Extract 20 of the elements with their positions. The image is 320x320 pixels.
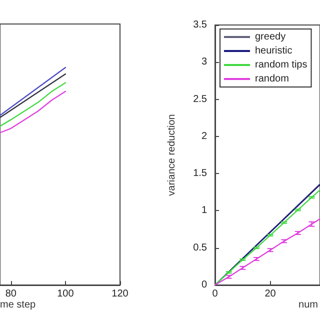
x-tick-label: 0 — [212, 288, 218, 300]
legend-label: greedy — [255, 32, 286, 42]
y-tick-label: 3.5 — [193, 20, 208, 30]
x-tick-label: 80 — [5, 288, 17, 300]
x-tick-label: 20 — [264, 288, 276, 300]
y-tick-label: 1 — [201, 205, 208, 216]
y-tick-label: 3 — [201, 56, 208, 68]
x-tick-label: 100 — [57, 288, 74, 300]
x-axis-title: me step — [0, 300, 36, 310]
x-axis-title: num — [298, 300, 318, 310]
legend-label: heuristic — [255, 46, 292, 56]
y-tick-label: 2 — [201, 130, 208, 142]
y-tick-label: 1.5 — [193, 168, 208, 180]
legend-label: random tips — [255, 60, 308, 70]
y-tick-label: 0.5 — [193, 242, 208, 254]
y-axis-title: variance reduction — [166, 114, 178, 196]
x-tick-label: 120 — [112, 288, 129, 300]
y-tick-label: 0 — [201, 280, 208, 290]
y-tick-label: 2.5 — [193, 94, 208, 105]
legend-label: random — [255, 74, 289, 84]
